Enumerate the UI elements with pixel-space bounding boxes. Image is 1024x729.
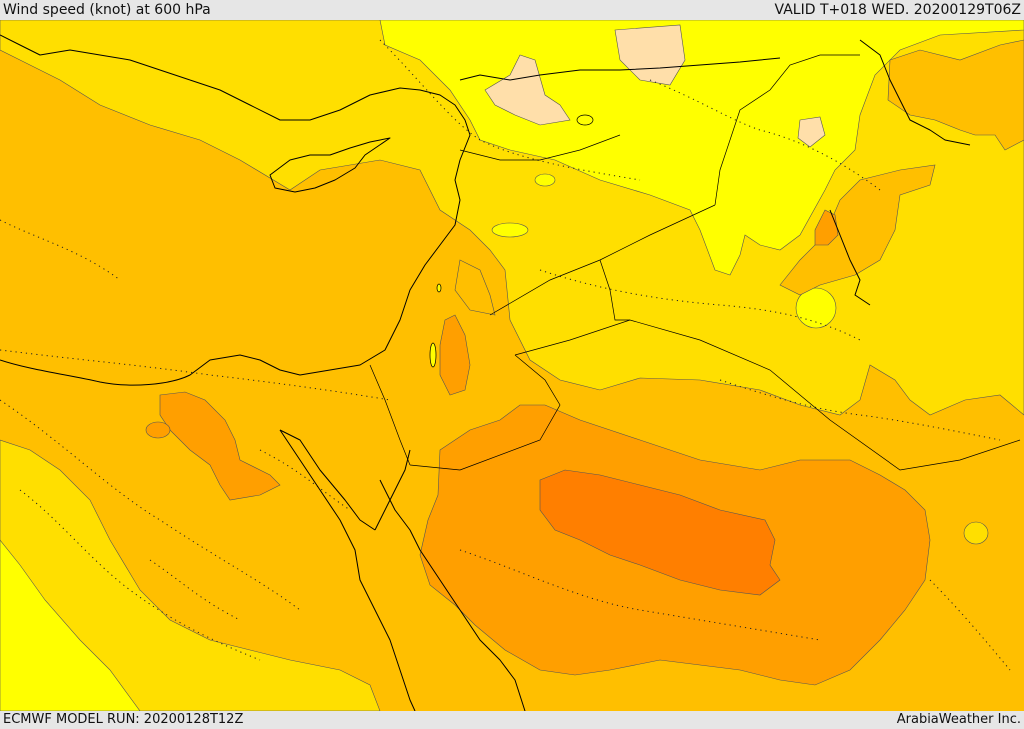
border-jordan-iraq bbox=[599, 259, 630, 321]
wind-band-lightest-pocket-4 bbox=[534, 173, 556, 187]
model-run: ECMWF MODEL RUN: 20200128T12Z bbox=[3, 712, 244, 727]
coast-cyprus bbox=[269, 137, 391, 193]
wind-band-high-egypt bbox=[159, 391, 281, 501]
isoline-1 bbox=[0, 349, 391, 401]
wind-band-calm-2 bbox=[484, 54, 571, 126]
map-title: Wind speed (knot) at 600 hPa bbox=[3, 2, 211, 18]
lakes bbox=[429, 114, 594, 368]
isoline-6 bbox=[539, 269, 861, 341]
wind-speed-map bbox=[0, 20, 1024, 711]
border-egypt-sudan bbox=[409, 464, 461, 471]
isoline-10 bbox=[149, 559, 241, 621]
lake-galilee bbox=[436, 283, 442, 293]
coast-gulf-aqaba bbox=[374, 449, 411, 531]
coastlines bbox=[0, 34, 971, 711]
map-canvas bbox=[0, 20, 1024, 711]
wind-band-high-egypt-pocket bbox=[145, 421, 171, 439]
credit: ArabiaWeather Inc. bbox=[896, 712, 1021, 727]
wind-band-calm-1 bbox=[614, 24, 686, 86]
wind-band-high-deadsea bbox=[439, 314, 471, 396]
borders bbox=[369, 54, 1021, 471]
wind-band-mid-northeast bbox=[887, 39, 1024, 151]
wind-band-lightest-pocket-1 bbox=[795, 287, 837, 329]
coast-gulf-suez bbox=[279, 429, 376, 531]
wind-band-high-iran-pocket bbox=[814, 209, 839, 246]
wind-band-lightest-pocket-3 bbox=[491, 222, 529, 238]
wind-band-calm-3 bbox=[797, 116, 826, 148]
wind-band-lightest-southwest bbox=[0, 539, 141, 711]
coast-red-sea-east bbox=[379, 479, 526, 711]
border-egypt-libya bbox=[369, 364, 411, 466]
wind-band-lightest-pocket-2 bbox=[963, 521, 989, 545]
valid-time: VALID T+018 WED. 20200129T06Z bbox=[774, 2, 1021, 18]
border-iraq-iran bbox=[714, 54, 860, 206]
header-bar: Wind speed (knot) at 600 hPa VALID T+018… bbox=[0, 0, 1024, 20]
border-saudi-jordan bbox=[459, 354, 561, 471]
coast-persian-gulf bbox=[829, 209, 871, 306]
coast-black-sea bbox=[459, 57, 781, 81]
wind-band-highest-core bbox=[539, 469, 781, 596]
coast-mediterranean bbox=[0, 79, 471, 386]
coast-turkey-south bbox=[0, 34, 191, 81]
wind-band-mid-jordan bbox=[454, 259, 496, 316]
footer-bar: ECMWF MODEL RUN: 20200128T12Z ArabiaWeat… bbox=[0, 711, 1024, 729]
border-iraq-saudi bbox=[514, 319, 1021, 471]
isolines bbox=[0, 39, 1011, 671]
coast-caspian bbox=[859, 39, 971, 146]
isoline-11 bbox=[259, 449, 351, 511]
lake-urmia bbox=[576, 114, 594, 126]
wind-band-light-southwest bbox=[0, 439, 381, 711]
coast-red-sea-west bbox=[279, 429, 416, 711]
border-turkey-syria bbox=[459, 134, 621, 161]
lake-dead-sea bbox=[429, 342, 437, 368]
